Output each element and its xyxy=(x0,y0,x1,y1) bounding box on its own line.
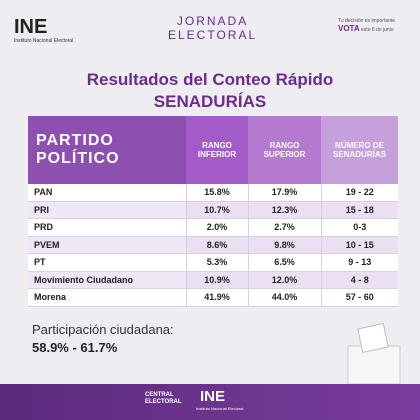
central-line: ELECTORAL xyxy=(145,399,182,405)
table-cell: 6.5% xyxy=(247,253,321,272)
slogan-line: Tu decisión es importante xyxy=(338,18,396,24)
table-cell: 4 - 8 xyxy=(320,271,398,289)
table-row: PRI 10.7% 12.3% 15 - 18 xyxy=(28,201,398,219)
table-row: PAN 15.8% 17.9% 19 - 22 xyxy=(28,184,398,202)
ballot xyxy=(357,322,389,354)
table-row: PRD 2.0% 2.7% 0-3 xyxy=(28,218,398,237)
column-header: PARTIDO POLÍTICO xyxy=(28,116,186,184)
column-header: NÚMERO DE SENADURÍAS xyxy=(321,116,398,184)
table-cell: 0-3 xyxy=(320,218,398,237)
participation-value: 58.9% - 61.7% xyxy=(32,340,118,355)
table-cell: 10.9% xyxy=(185,271,248,289)
slogan-date: este 6 de junio xyxy=(361,27,394,33)
subtitle: SENADURÍAS xyxy=(153,92,267,111)
results-table: PARTIDO POLÍTICO RANGO INFERIOR RANGO SUPE… xyxy=(28,116,398,307)
table-cell: Movimiento Ciudadano xyxy=(28,271,186,289)
jornada-line: ELECTORAL xyxy=(168,28,258,42)
table-cell: PT xyxy=(28,253,186,272)
table-cell: 15.8% xyxy=(185,184,248,202)
table-row: Morena 41.9% 44.0% 57 - 60 xyxy=(28,288,398,307)
central-logo: CENTRAL ELECTORAL xyxy=(145,392,182,406)
footer-ine-name: Instituto Nacional Electoral xyxy=(196,406,244,411)
table-cell: 10 - 15 xyxy=(320,236,398,254)
table-cell: 57 - 60 xyxy=(320,288,398,307)
table-cell: 12.0% xyxy=(247,271,321,289)
ine-logo: INE xyxy=(14,16,48,38)
table-cell: Morena xyxy=(28,288,186,307)
footer xyxy=(0,384,420,420)
table-cell: 8.6% xyxy=(185,236,248,254)
jornada-line: JORNADA xyxy=(176,14,249,28)
table-row: PVEM 8.6% 9.8% 10 - 15 xyxy=(28,236,398,254)
table-cell: 19 - 22 xyxy=(320,184,398,202)
table-row: Movimiento Ciudadano 10.9% 12.0% 4 - 8 xyxy=(28,271,398,289)
participation-label: Participación ciudadana: xyxy=(32,322,174,337)
table-cell: 12.3% xyxy=(247,201,321,219)
table-cell: 15 - 18 xyxy=(320,201,398,219)
slogan-vota: VOTA xyxy=(338,24,360,33)
ballot-box-illustration xyxy=(347,322,401,384)
table-cell: 2.7% xyxy=(247,218,321,237)
table-cell: PRD xyxy=(28,218,186,237)
table-cell: 17.9% xyxy=(247,184,321,202)
table-cell: PAN xyxy=(28,184,186,202)
title: Resultados del Conteo Rápido xyxy=(86,70,334,89)
table-cell: PRI xyxy=(28,201,186,219)
jornada-logo: JORNADA ELECTORAL xyxy=(168,14,257,42)
table-cell: 44.0% xyxy=(247,288,321,307)
header-row: PARTIDO POLÍTICO RANGO INFERIOR RANGO SUPE… xyxy=(28,116,398,184)
table-cell: 5.3% xyxy=(185,253,248,272)
table-cell: 10.7% xyxy=(185,201,248,219)
table-cell: 9.8% xyxy=(247,236,321,254)
table-body: PAN 15.8% 17.9% 19 - 22 PRI 10.7% 12.3% 15 - 18… xyxy=(28,184,398,307)
table-cell: 41.9% xyxy=(185,288,248,307)
table-cell: 9 - 13 xyxy=(320,253,398,272)
ballot-box xyxy=(347,345,401,384)
footer-ine-logo: INE xyxy=(200,388,226,405)
column-header: RANGO SUPERIOR xyxy=(248,116,321,184)
central-line: CENTRAL xyxy=(145,392,174,398)
ine-name: Instituto Nacional Electoral xyxy=(14,38,74,44)
slogan: Tu decisión es importante VOTA este 6 de … xyxy=(338,18,395,34)
table-cell: 2.0% xyxy=(185,218,248,237)
table-row: PT 5.3% 6.5% 9 - 13 xyxy=(28,253,398,272)
table-cell: PVEM xyxy=(28,236,186,254)
column-header: RANGO INFERIOR xyxy=(186,116,248,184)
